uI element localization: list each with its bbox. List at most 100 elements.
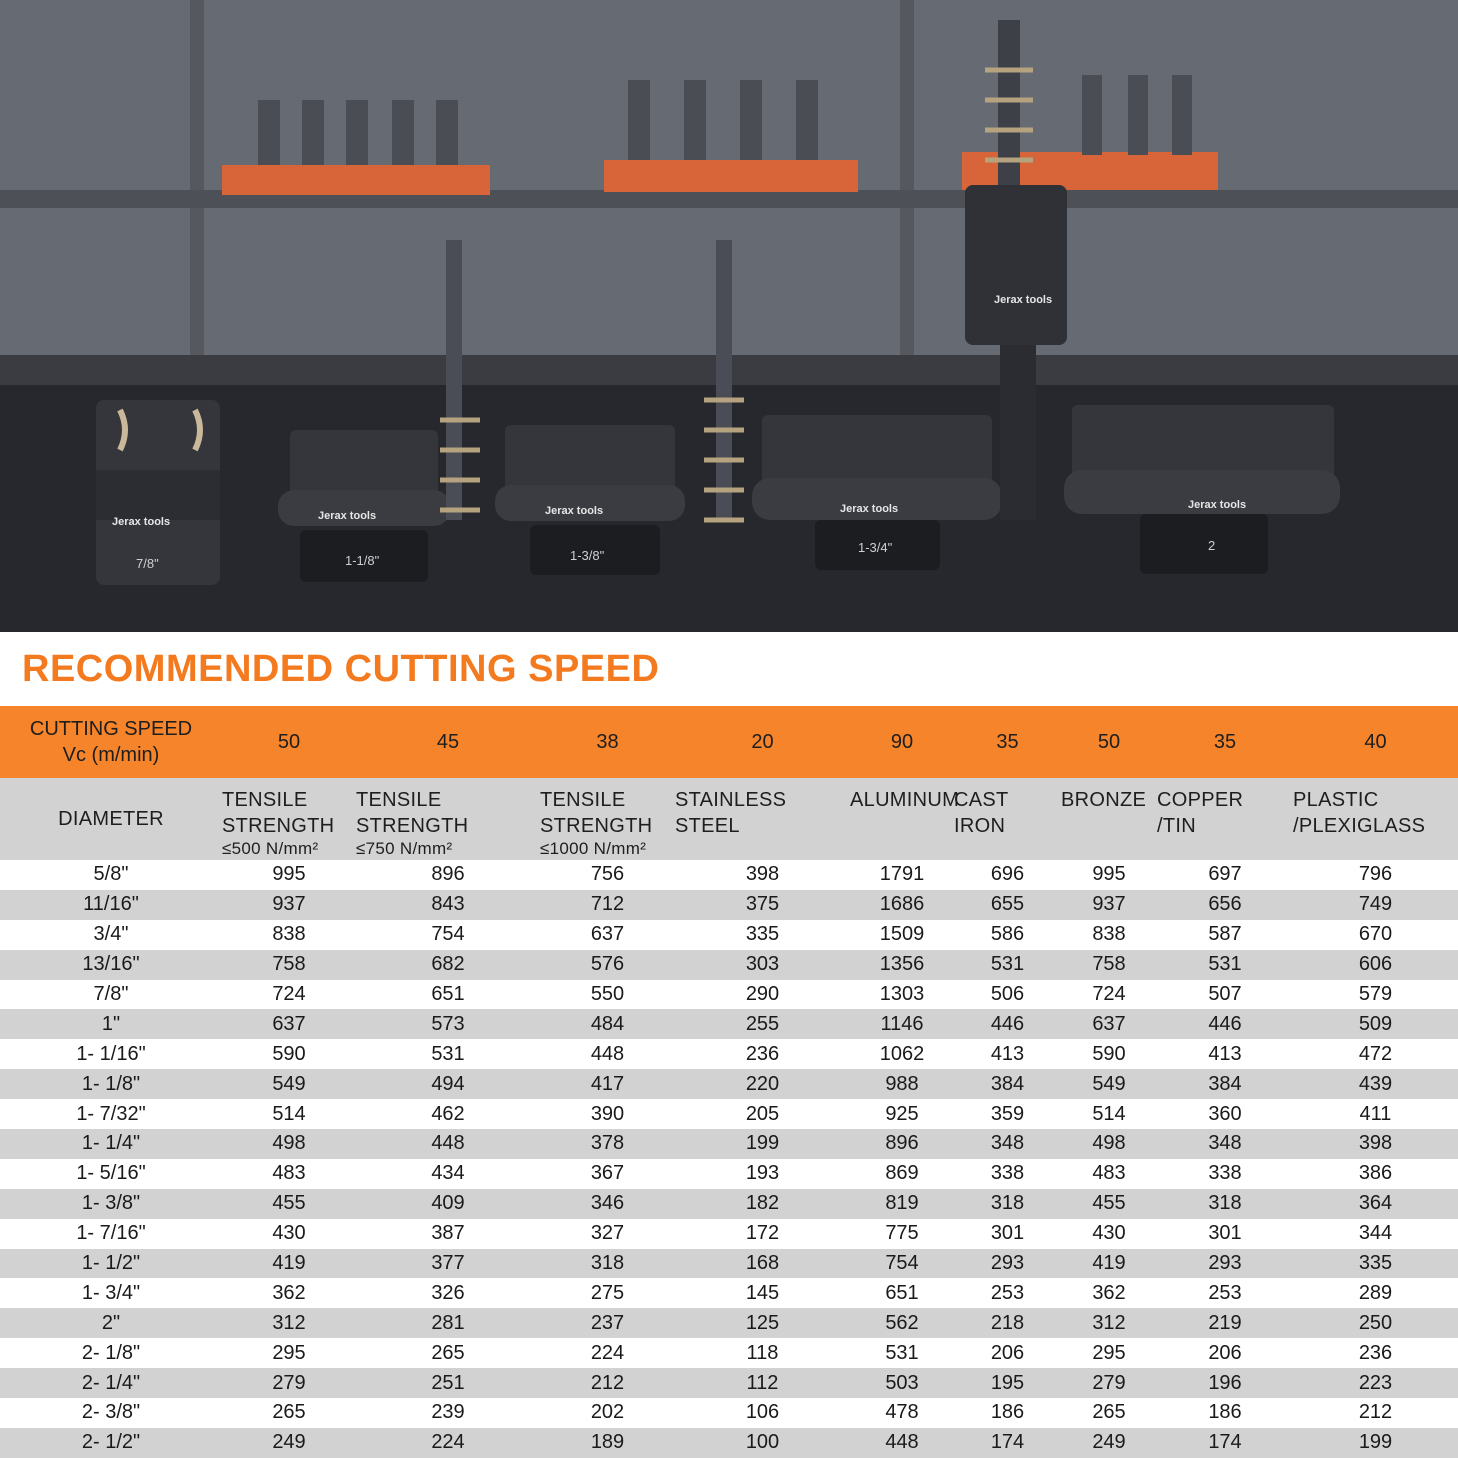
- rpm-cell: 507: [1208, 983, 1242, 1005]
- material-header: COPPER/TIN: [1157, 778, 1293, 860]
- rpm-cell: 819: [885, 1192, 919, 1215]
- rpm-cell: 1356: [879, 953, 925, 976]
- rpm-cell: 696: [990, 863, 1025, 886]
- rpm-cell: 112: [746, 1371, 779, 1394]
- material-header: TENSILE STRENGTH ≤750 N/mm²: [356, 778, 540, 860]
- rpm-cell: 503: [885, 1371, 919, 1394]
- rpm-cell: 398: [745, 863, 780, 886]
- rpm-cell: 506: [990, 983, 1025, 1005]
- rpm-cell: 253: [990, 1281, 1025, 1304]
- rpm-cell: 249: [272, 1431, 306, 1454]
- rpm-cell: 586: [990, 923, 1025, 946]
- rpm-cell: 172: [745, 1222, 780, 1245]
- speed-value: 50: [1097, 730, 1121, 753]
- rpm-cell: 446: [990, 1012, 1025, 1035]
- rpm-cell: 265: [272, 1401, 306, 1424]
- rpm-cell: 326: [431, 1281, 465, 1304]
- rpm-cell: 377: [431, 1252, 465, 1275]
- material-header-row: DIAMETER TENSILE STRENGTH ≤500 N/mm² TENSIL…: [0, 778, 1458, 860]
- diameter-cell: 5/8": [93, 863, 129, 886]
- rpm-cell: 409: [431, 1192, 465, 1215]
- rpm-cell: 335: [745, 923, 780, 946]
- rpm-cell: 338: [990, 1162, 1025, 1185]
- rpm-cell: 303: [745, 953, 780, 976]
- rpm-cell: 301: [1208, 1222, 1242, 1245]
- rpm-cell: 295: [272, 1341, 306, 1364]
- rpm-cell: 206: [990, 1341, 1025, 1364]
- rpm-cell: 758: [1092, 953, 1126, 976]
- rpm-cell: 796: [1358, 863, 1393, 886]
- material-header-line3: ≤500 N/mm²: [222, 839, 319, 858]
- table-row: 2- 3/8" 265 239 202 106 478 186 265 186 212: [0, 1398, 1458, 1428]
- table-row: 11/16" 937 843 712 375 1686 655 937 656 749: [0, 889, 1458, 920]
- rpm-cell: 448: [885, 1431, 919, 1454]
- material-header-line2: STRENGTH: [222, 815, 335, 837]
- product-photo-illustration: Jerax tools Jerax tools Jerax tools Jera…: [0, 0, 1458, 632]
- diameter-cell: 1- 7/16": [76, 1222, 146, 1245]
- diameter-cell: 2- 1/4": [81, 1371, 141, 1394]
- rpm-cell: 327: [590, 1222, 625, 1245]
- rpm-cell: 362: [1092, 1281, 1126, 1304]
- rpm-cell: 754: [431, 923, 465, 946]
- rpm-cell: 411: [1359, 1102, 1392, 1125]
- brand-label: Jerax tools: [545, 505, 603, 517]
- rpm-cell: 419: [272, 1252, 306, 1275]
- rpm-cell: 223: [1358, 1371, 1393, 1394]
- rpm-cell: 295: [1092, 1341, 1126, 1364]
- rpm-cell: 724: [272, 983, 306, 1005]
- material-header-line1: STAINLESS: [675, 789, 787, 811]
- rpm-cell: 1686: [879, 893, 925, 916]
- rpm-cell: 384: [1208, 1072, 1242, 1095]
- rpm-cell: 590: [1092, 1042, 1126, 1065]
- rpm-cell: 251: [431, 1371, 465, 1394]
- table-row: 1- 3/4" 362 326 275 145 651 253 362 253 289: [0, 1278, 1458, 1308]
- rpm-cell: 312: [1092, 1311, 1126, 1334]
- diameter-cell: 1- 1/8": [81, 1072, 141, 1095]
- rpm-cell: 498: [1092, 1132, 1126, 1155]
- material-header-line1: PLASTIC: [1293, 789, 1379, 811]
- material-header: CAST IRON: [954, 778, 1061, 860]
- rpm-cell: 446: [1208, 1012, 1242, 1035]
- rpm-cell: 682: [431, 953, 465, 976]
- rpm-cell: 237: [590, 1311, 625, 1334]
- rpm-cell: 869: [885, 1162, 919, 1185]
- size-label: 7/8": [136, 556, 159, 571]
- material-header-line1: ALUMINUM: [850, 789, 960, 811]
- rpm-cell: 712: [590, 893, 625, 916]
- rpm-cell: 212: [590, 1371, 625, 1394]
- rpm-cell: 937: [272, 893, 306, 916]
- rpm-cell: 293: [1208, 1252, 1242, 1275]
- material-header: ALUMINUM: [850, 778, 959, 860]
- rpm-cell: 205: [745, 1102, 780, 1125]
- rpm-cell: 189: [590, 1431, 625, 1454]
- rpm-cell: 279: [1092, 1371, 1126, 1394]
- rpm-cell: 651: [431, 983, 465, 1005]
- rpm-cell: 195: [990, 1371, 1025, 1394]
- rpm-cell: 375: [745, 893, 780, 916]
- section-title: RECOMMENDED CUTTING SPEED: [22, 648, 660, 690]
- table-row: 7/8" 724 651 550 290 1303 506 724 507 579: [0, 980, 1458, 1010]
- rpm-cell: 224: [590, 1341, 625, 1364]
- rpm-cell: 514: [272, 1102, 306, 1125]
- diameter-cell: 1- 3/4": [81, 1281, 141, 1304]
- table-row: 3/4" 838 754 637 335 1509 586 838 587 670: [0, 920, 1458, 950]
- rpm-cell: 1062: [879, 1042, 925, 1065]
- table-row: 1- 1/8" 549 494 417 220 988 384 549 384 439: [0, 1069, 1458, 1100]
- rpm-cell: 413: [990, 1042, 1025, 1065]
- rpm-cell: 1146: [880, 1012, 924, 1035]
- rpm-cell: 531: [885, 1341, 919, 1364]
- table-row: 1- 1/2" 419 377 318 168 754 293 419 293 335: [0, 1248, 1458, 1279]
- diameter-cell: 3/4": [93, 923, 129, 946]
- cutter-1-1-8: [278, 430, 450, 582]
- diameter-header: DIAMETER: [58, 808, 164, 830]
- rpm-cell: 199: [745, 1132, 780, 1155]
- material-header-line2: STEEL: [675, 815, 740, 837]
- rpm-cell: 318: [590, 1252, 625, 1275]
- diameter-cell: 1- 1/2": [81, 1252, 141, 1275]
- rpm-cell: 478: [885, 1401, 919, 1424]
- table-row: 1- 5/16" 483 434 367 193 869 338 483 338 386: [0, 1159, 1458, 1189]
- rpm-cell: 462: [431, 1102, 465, 1125]
- rpm-cell: 249: [1092, 1431, 1126, 1454]
- rpm-cell: 224: [431, 1431, 465, 1454]
- rpm-cell: 106: [745, 1401, 780, 1424]
